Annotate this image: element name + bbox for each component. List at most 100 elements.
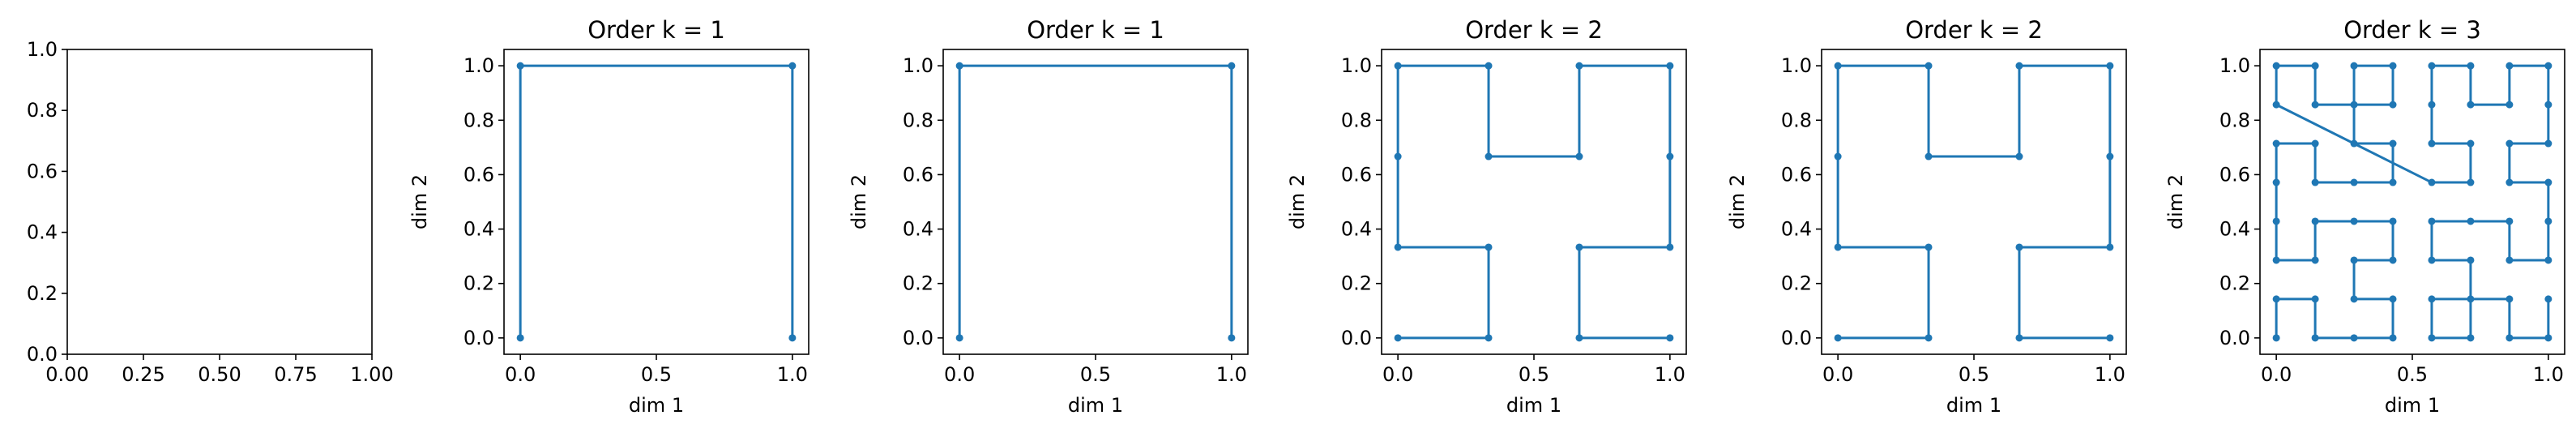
data-point (2015, 243, 2023, 251)
data-point (1575, 62, 1583, 70)
y-tick-label: 0.2 (464, 272, 494, 295)
data-point (1228, 62, 1236, 70)
data-point (2389, 101, 2397, 109)
y-tick-label: 0.8 (1341, 109, 1372, 131)
panel-title: Order k = 1 (587, 16, 725, 44)
y-tick-label: 0.0 (1781, 327, 1812, 349)
data-point (2389, 256, 2397, 264)
data-point (1394, 152, 1402, 161)
data-point (2428, 256, 2436, 264)
data-point (1228, 334, 1236, 342)
y-tick-label: 0.0 (1341, 327, 1372, 349)
data-point (1834, 243, 1842, 251)
x-tick-label: 1.0 (2095, 363, 2125, 386)
data-point (2389, 178, 2397, 186)
y-tick-label: 1.0 (27, 38, 58, 61)
data-point (2428, 334, 2436, 342)
y-tick-label: 0.2 (903, 272, 933, 295)
data-point (1575, 243, 1583, 251)
series-line-1 (519, 64, 794, 340)
y-tick-label: 0.0 (903, 327, 933, 349)
x-tick-label: 0.5 (1519, 363, 1549, 386)
data-point (2350, 178, 2358, 186)
y-tick-label: 0.6 (1781, 163, 1812, 186)
x-tick-label: 0.5 (641, 363, 672, 386)
axes-frame (66, 49, 373, 355)
data-point (2428, 178, 2436, 186)
y-tick-label: 1.0 (464, 54, 494, 77)
data-point (2272, 101, 2280, 109)
data-point (2015, 62, 2023, 70)
data-point (2467, 139, 2475, 148)
y-tick-label: 0.4 (27, 221, 58, 244)
data-point (2467, 334, 2475, 342)
y-axis-label: dim 2 (408, 174, 431, 229)
x-tick-label: 1.0 (1655, 363, 1685, 386)
x-tick-label: 1.0 (2533, 363, 2564, 386)
data-point (2544, 256, 2553, 264)
data-point (2311, 217, 2319, 225)
data-point (2389, 295, 2397, 303)
data-point (2272, 139, 2280, 148)
data-point (2272, 334, 2280, 342)
x-tick-label: 1.00 (350, 363, 393, 386)
data-point (955, 334, 963, 342)
y-tick-label: 0.6 (1341, 163, 1372, 186)
data-point (2506, 295, 2514, 303)
x-tick-label: 0.0 (944, 363, 975, 386)
data-point (516, 334, 524, 342)
x-tick-label: 0.0 (2261, 363, 2292, 386)
data-point (1394, 334, 1402, 342)
data-point (2544, 334, 2553, 342)
data-point (2311, 101, 2319, 109)
y-axis-label: dim 2 (1726, 174, 1749, 229)
data-point (2311, 256, 2319, 264)
data-point (1834, 152, 1842, 161)
data-point (1925, 152, 1933, 161)
subplot-4: 0.0 0.5 1.0 0.0 0.2 0.4 0.6 0.8 1.0 Order k = 2 di… (1286, 16, 1687, 417)
axes-frame (503, 49, 810, 355)
data-point (2544, 139, 2553, 148)
y-tick-label: 0.4 (464, 218, 494, 241)
data-point (2015, 152, 2023, 161)
data-point (1925, 243, 1933, 251)
y-tick-label: 0.8 (27, 99, 58, 122)
axes-frame (942, 49, 1249, 355)
data-point (2506, 256, 2514, 264)
data-point (1575, 334, 1583, 342)
data-point (2311, 62, 2319, 70)
y-tick-label: 0.4 (2219, 218, 2250, 241)
data-point (2106, 334, 2114, 342)
data-point (955, 62, 963, 70)
data-point (2506, 62, 2514, 70)
data-point (2350, 256, 2358, 264)
data-point (2106, 243, 2114, 251)
y-tick-label: 1.0 (2219, 54, 2250, 77)
data-point (1394, 62, 1402, 70)
data-point (2544, 178, 2553, 186)
x-tick-label: 0.5 (1080, 363, 1111, 386)
x-axis-label: dim 1 (1068, 394, 1123, 417)
data-point (1925, 334, 1933, 342)
series-line-1 (1836, 64, 2112, 340)
y-tick-label: 0.2 (2219, 272, 2250, 295)
x-tick-label: 0.00 (45, 363, 88, 386)
data-point (2311, 178, 2319, 186)
data-point (1666, 334, 1674, 342)
x-tick-label: 0.0 (505, 363, 536, 386)
data-point (2106, 152, 2114, 161)
subplot-6: 0.0 0.5 1.0 0.0 0.2 0.4 0.6 0.8 1.0 Order k = 3 di… (2164, 16, 2565, 417)
data-point (2428, 295, 2436, 303)
data-point (2389, 62, 2397, 70)
x-tick-label: 0.25 (122, 363, 164, 386)
subplot-3: 0.0 0.5 1.0 0.0 0.2 0.4 0.6 0.8 1.0 Order k = 1 di… (848, 16, 1249, 417)
y-tick-label: 0.4 (903, 218, 933, 241)
data-point (788, 62, 797, 70)
x-tick-label: 0.0 (1382, 363, 1413, 386)
data-point (1485, 62, 1493, 70)
y-axis-label: dim 2 (2164, 174, 2187, 229)
data-point (2544, 101, 2553, 109)
y-axis-label: dim 2 (848, 174, 870, 229)
data-point (1666, 62, 1674, 70)
